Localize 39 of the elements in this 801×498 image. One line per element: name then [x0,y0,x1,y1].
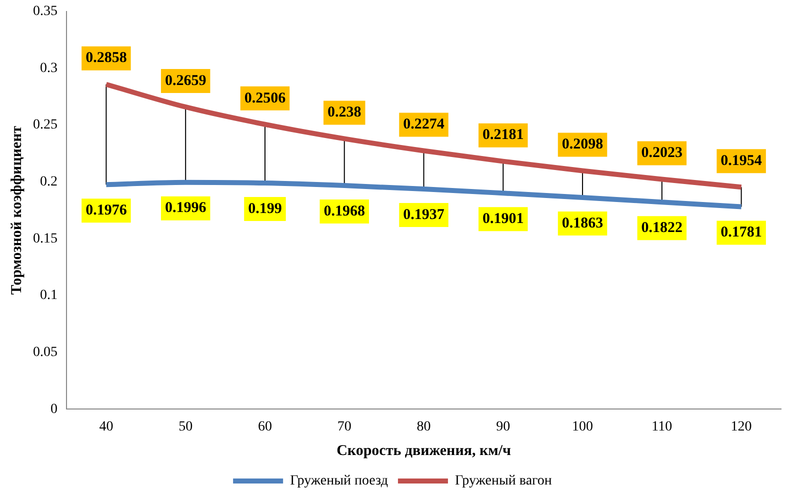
data-label: 0.2023 [641,145,683,162]
legend-label: Груженый вагон [454,474,552,489]
data-label: 0.2506 [244,90,286,106]
data-label: 0.2274 [403,116,445,133]
x-tick-label: 80 [416,419,431,434]
y-tick-label: 0.15 [33,231,58,246]
y-tick-label: 0.2 [40,174,58,190]
data-label: 0.1901 [482,211,524,228]
data-label: 0.2181 [482,127,524,144]
y-tick-label: 0 [50,402,58,417]
data-label: 0.2858 [86,50,127,66]
data-label: 0.238 [327,104,362,121]
x-tick-label: 120 [730,419,752,434]
x-tick-label: 70 [337,419,352,434]
data-label: 0.2098 [562,136,604,153]
data-label: 0.1996 [164,200,207,216]
x-tick-label: 100 [572,419,594,434]
x-tick-label: 90 [496,419,510,434]
data-label: 0.1954 [720,152,762,169]
x-tick-label: 40 [99,419,114,434]
data-label: 0.1863 [562,215,604,232]
y-tick-label: 0.25 [33,118,58,133]
data-label: 0.2659 [164,72,206,89]
data-label: 0.1781 [720,224,762,241]
y-axis-title: Тормозной коэффициент [8,125,25,295]
x-tick-label: 60 [258,419,272,434]
data-label: 0.199 [248,200,282,217]
x-tick-label: 50 [178,419,193,434]
y-tick-label: 0.1 [40,288,58,304]
data-label: 0.1937 [403,206,445,223]
data-label: 0.1822 [641,220,683,236]
data-label: 0.1968 [324,203,365,220]
y-tick-label: 0.05 [33,345,58,360]
y-tick-label: 0.3 [40,60,58,76]
x-axis-title: Скорость движения, км/ч [336,442,512,459]
data-label: 0.1976 [86,202,128,218]
x-tick-label: 110 [652,419,672,434]
legend-label: Груженый поезд [290,474,388,489]
y-tick-label: 0.35 [33,4,58,20]
